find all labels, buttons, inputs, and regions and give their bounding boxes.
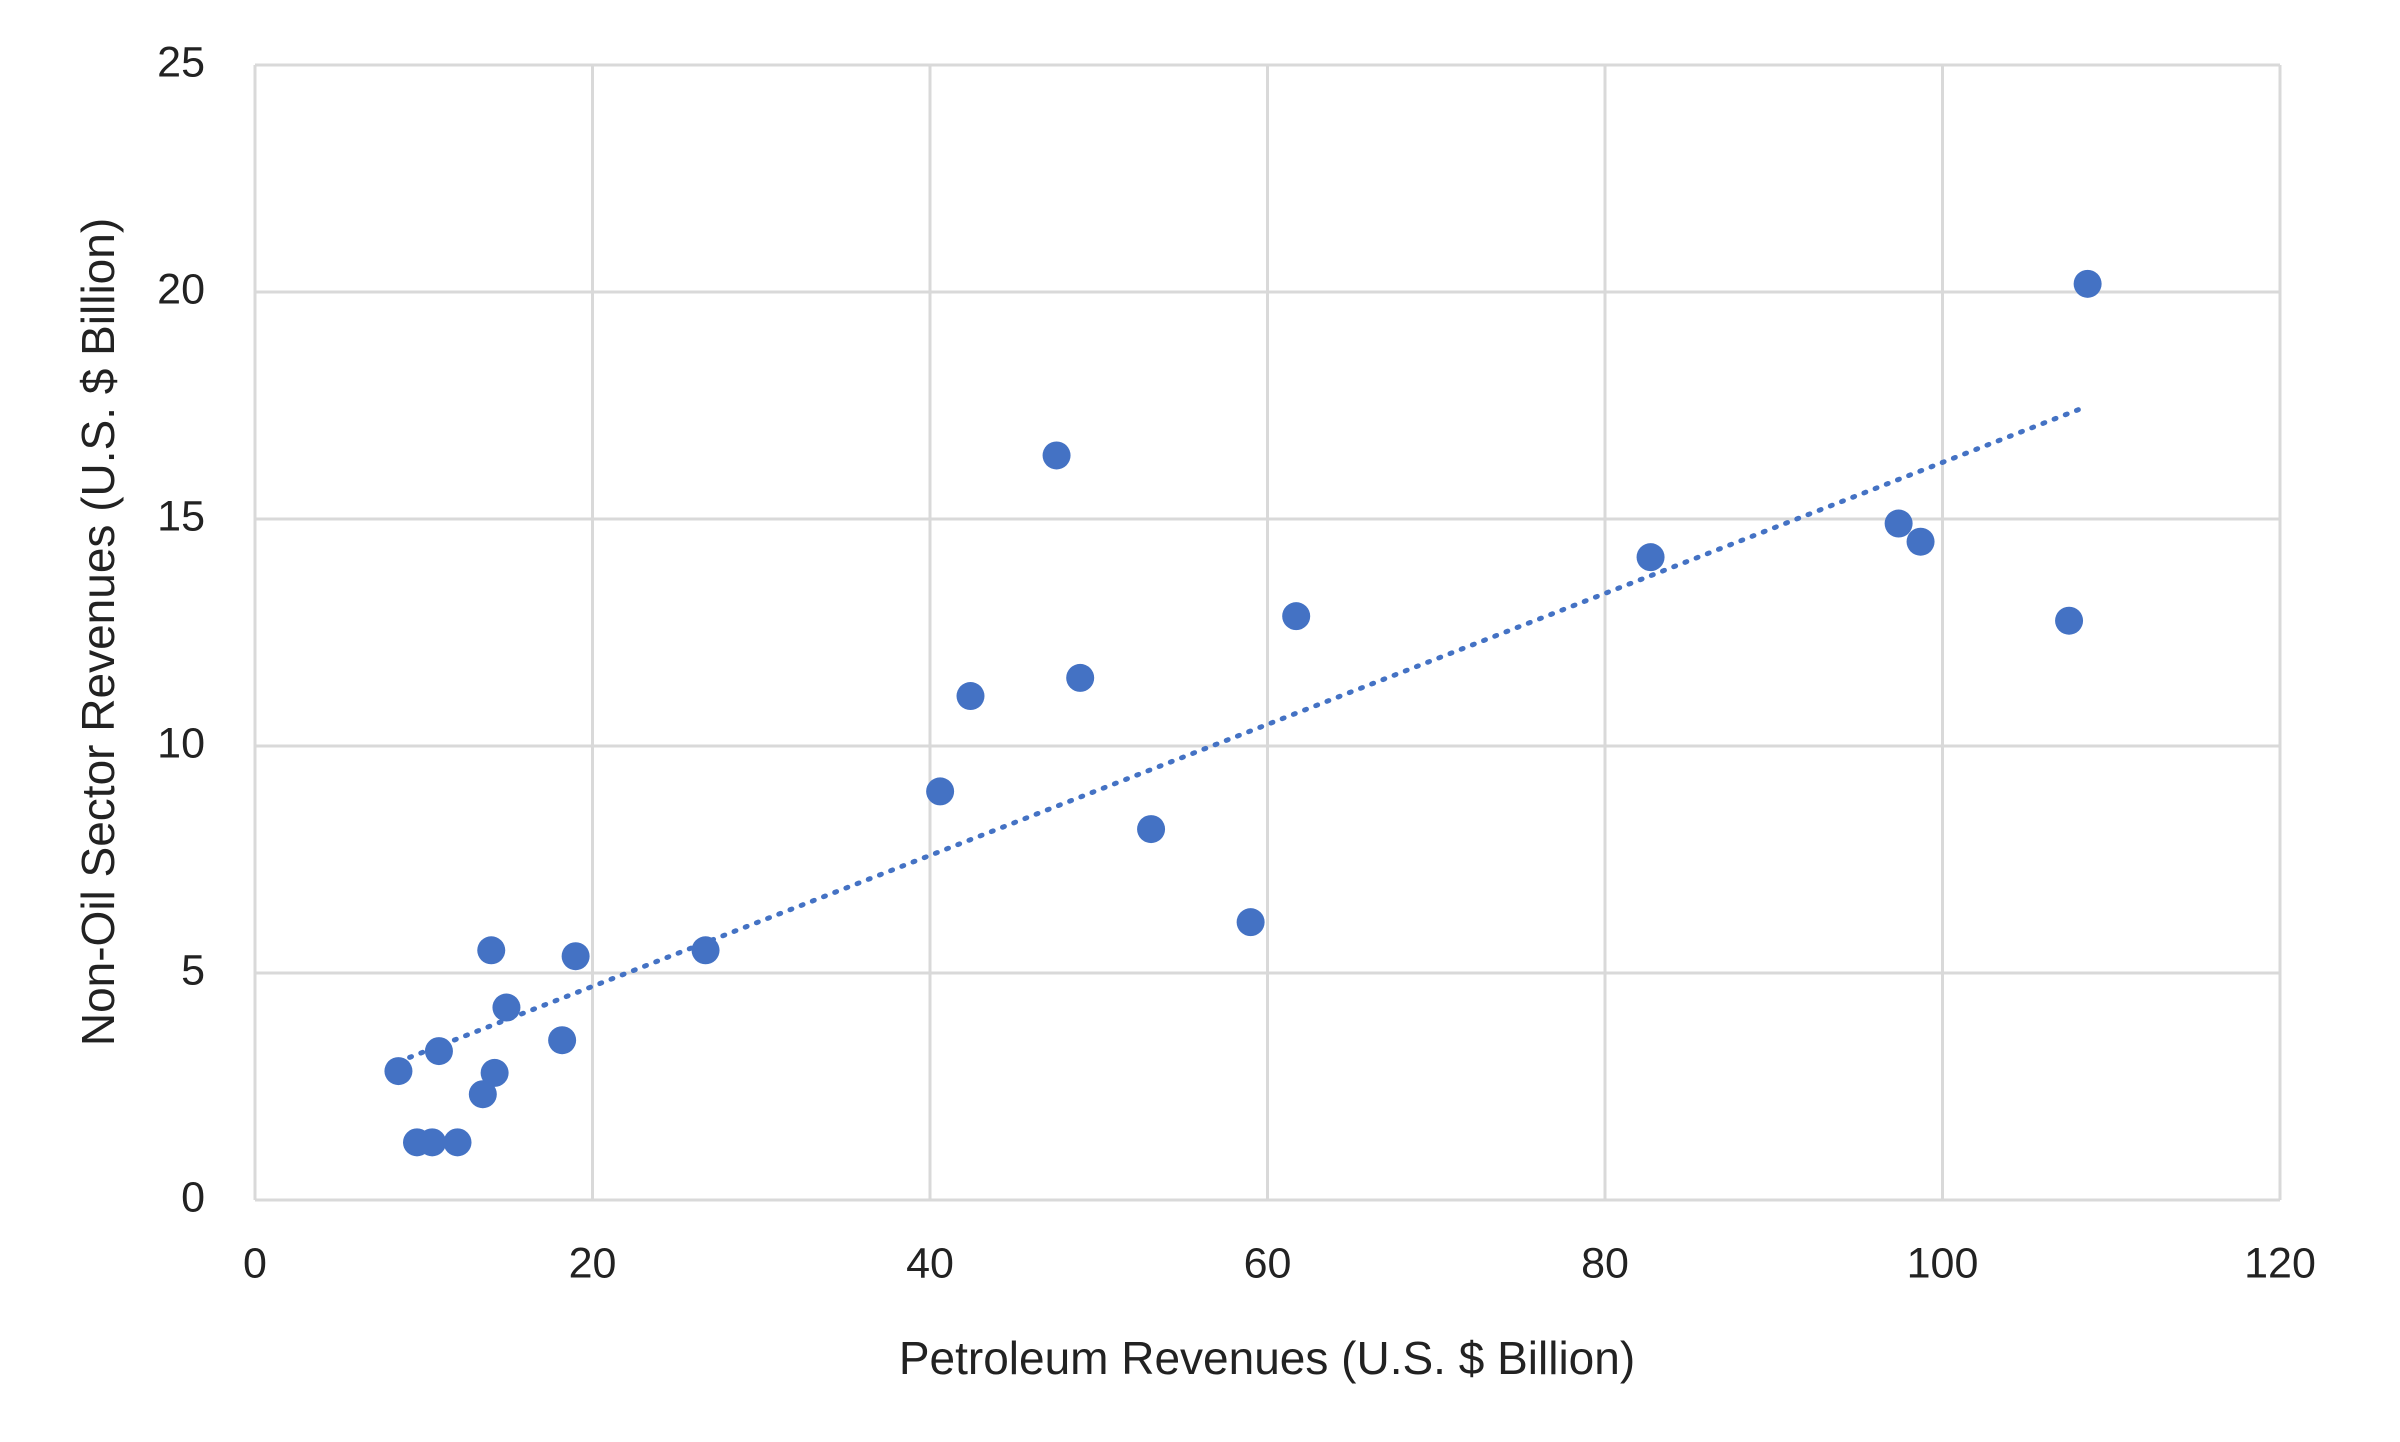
point — [384, 1057, 413, 1086]
point — [1137, 815, 1166, 844]
x-tick-label: 80 — [1581, 1239, 1629, 1287]
point — [691, 936, 720, 965]
y-tick-label: 15 — [157, 492, 205, 540]
x-tick-label: 60 — [1244, 1239, 1292, 1287]
y-tick-label: 25 — [157, 38, 205, 86]
point — [468, 1080, 497, 1109]
point — [926, 777, 955, 806]
y-tick-label: 5 — [181, 946, 205, 994]
x-tick-label: 40 — [906, 1239, 954, 1287]
point — [1884, 509, 1913, 538]
y-tick-label: 10 — [157, 719, 205, 767]
point — [1236, 908, 1265, 937]
x-tick-label: 0 — [243, 1239, 267, 1287]
y-axis-title: Non-Oil Sector Revenues (U.S. $ Billion) — [72, 218, 124, 1046]
trendline — [395, 403, 2091, 1065]
point — [956, 682, 985, 711]
x-tick-label: 120 — [2244, 1239, 2316, 1287]
point — [561, 942, 590, 971]
point — [2073, 269, 2102, 298]
point — [424, 1037, 453, 1066]
point — [443, 1128, 472, 1157]
point — [477, 936, 506, 965]
point — [548, 1026, 577, 1055]
point — [1066, 663, 1095, 692]
point — [1282, 602, 1311, 631]
point — [492, 993, 521, 1022]
x-tick-label: 20 — [569, 1239, 617, 1287]
point — [418, 1128, 447, 1157]
x-tick-label: 100 — [1907, 1239, 1979, 1287]
point — [1906, 527, 1935, 556]
y-tick-label: 20 — [157, 265, 205, 313]
point — [1636, 543, 1665, 572]
x-axis-title: Petroleum Revenues (U.S. $ Billion) — [899, 1332, 1635, 1384]
point — [480, 1058, 509, 1087]
point — [1042, 441, 1071, 470]
point — [2055, 606, 2084, 635]
y-tick-label: 0 — [181, 1173, 205, 1221]
